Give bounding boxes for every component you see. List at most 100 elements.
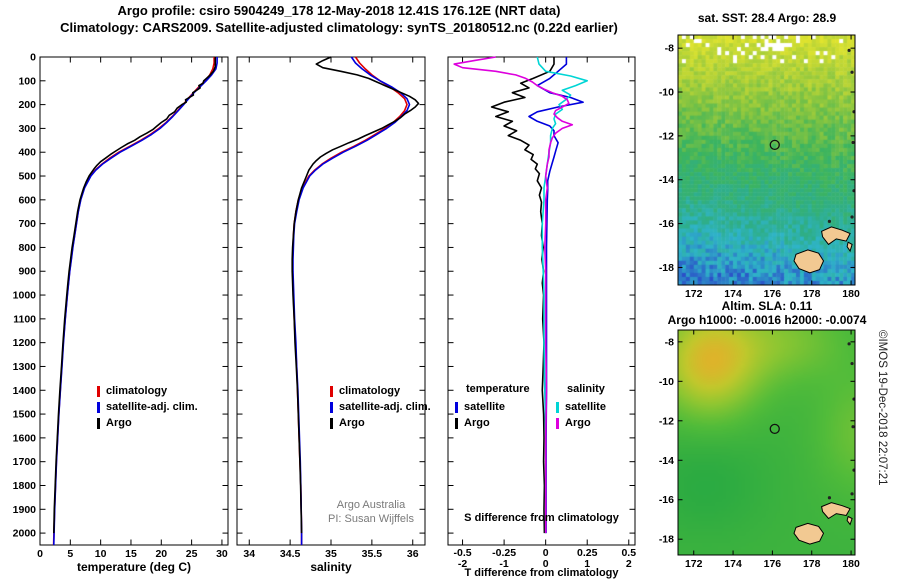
islet [847, 48, 851, 52]
islet [850, 492, 854, 496]
islet [852, 397, 855, 401]
series-satellite-adj.-clim. [292, 56, 411, 545]
svg-text:25: 25 [186, 548, 198, 560]
svg-text:176: 176 [764, 558, 782, 570]
legend-item-s-satellite: satellite [556, 399, 606, 415]
series-climatology [291, 56, 408, 545]
legend-item-t-argo: Argo [455, 415, 530, 431]
svg-text:0: 0 [543, 547, 549, 559]
svg-text:-8: -8 [665, 336, 674, 348]
legend-label: satellite [565, 401, 606, 413]
svg-text:35: 35 [325, 548, 337, 560]
credit-line2: PI: Susan Wijffels [328, 513, 414, 525]
series-t-satellite [528, 57, 584, 534]
islet [850, 361, 854, 366]
t-satellite-line-marker [455, 401, 458, 413]
svg-text:178: 178 [803, 558, 821, 570]
legend-label: satellite [464, 401, 505, 413]
salinity-profile: 34 34.5 35 35.5 36 [236, 56, 426, 560]
svg-text:800: 800 [18, 242, 36, 254]
svg-text:5: 5 [67, 548, 73, 560]
legend-item-satellite-clim: satellite-adj. clim. [97, 399, 198, 415]
salinity-axis-label: salinity [310, 560, 352, 574]
svg-text:180: 180 [842, 558, 860, 570]
t-difference-axis-label: T difference from climatology [464, 567, 619, 579]
islet [847, 342, 851, 346]
temperature-axis-label: temperature (deg C) [76, 560, 192, 574]
islet [852, 189, 855, 193]
sla-map-title-line1: Altim. SLA: 0.11 [721, 299, 813, 313]
svg-text:172: 172 [685, 558, 703, 570]
svg-text:-16: -16 [659, 494, 674, 506]
credit-line1: Argo Australia [336, 499, 406, 511]
argo-position-marker [769, 423, 780, 435]
sla-map-image [678, 330, 855, 555]
temperature-profile: 0 5 10 15 20 25 300100200300400500600700800900… [13, 52, 229, 560]
svg-text:0.25: 0.25 [577, 547, 598, 559]
legend-item-climatology: climatology [97, 383, 198, 399]
figure-title-line1: Argo profile: csiro 5904249_178 12-May-2… [117, 3, 561, 18]
svg-text:1200: 1200 [13, 337, 37, 349]
svg-text:174: 174 [724, 288, 742, 300]
legend-item-climatology: climatology [330, 383, 431, 399]
islet [827, 219, 832, 224]
legend-label: Argo [565, 417, 591, 429]
legend-label: climatology [339, 385, 401, 397]
s-difference-label: S difference from climatology [464, 512, 619, 524]
islet [852, 110, 855, 114]
svg-text:500: 500 [18, 171, 36, 183]
svg-text:700: 700 [18, 218, 36, 230]
svg-text:1300: 1300 [13, 361, 37, 373]
svg-text:900: 900 [18, 266, 36, 278]
svg-text:1000: 1000 [13, 290, 37, 302]
sst-map-image [678, 35, 855, 285]
legend-label: satellite-adj. clim. [106, 401, 198, 413]
legend-item-satellite-clim: satellite-adj. clim. [330, 399, 431, 415]
svg-text:34.5: 34.5 [280, 548, 301, 560]
sla-map-title-line2: Argo h1000: -0.0016 h2000: -0.0074 [667, 313, 867, 327]
legend-label: satellite-adj. clim. [339, 401, 431, 413]
legend-temperature-panel: climatology satellite-adj. clim. Argo [97, 383, 198, 431]
legend-diff-temperature-column: temperature satellite Argo [455, 383, 530, 431]
svg-text:174: 174 [724, 558, 742, 570]
svg-text:0: 0 [37, 548, 43, 560]
legend-header-temperature: temperature [466, 383, 530, 395]
argo-position-marker [769, 139, 780, 151]
svg-text:-12: -12 [659, 415, 674, 427]
svg-text:2: 2 [626, 558, 632, 570]
figure-title-line2: Climatology: CARS2009. Satellite-adjuste… [60, 20, 618, 35]
legend-salinity-panel: climatology satellite-adj. clim. Argo [330, 383, 431, 431]
svg-text:34: 34 [243, 548, 255, 560]
satellite-clim-line-marker [330, 401, 333, 413]
sst-map-title: sat. SST: 28.4 Argo: 28.9 [697, 11, 837, 25]
island-viti-levu [793, 249, 825, 274]
svg-text:400: 400 [18, 147, 36, 159]
legend-item-argo: Argo [97, 415, 198, 431]
svg-text:1100: 1100 [13, 313, 36, 325]
legend-diff-salinity-column: salinity satellite Argo [556, 383, 606, 431]
svg-text:-0.5: -0.5 [453, 547, 471, 559]
svg-text:2000: 2000 [13, 528, 37, 540]
svg-text:-18: -18 [659, 534, 674, 546]
svg-text:1600: 1600 [13, 432, 37, 444]
difference-profile: -0.5 -0.25 0 0.25 0.5 -2 -1 0 1 2 [447, 56, 636, 570]
svg-text:-10: -10 [659, 87, 674, 99]
svg-text:0: 0 [30, 52, 36, 64]
svg-text:-2: -2 [458, 558, 467, 570]
svg-text:1500: 1500 [13, 409, 37, 421]
argo-line-marker [97, 417, 100, 429]
svg-text:180: 180 [842, 288, 860, 300]
svg-text:100: 100 [18, 75, 36, 87]
svg-text:1700: 1700 [13, 456, 37, 468]
s-argo-line-marker [556, 417, 559, 429]
legend-item-s-argo: Argo [556, 415, 606, 431]
svg-text:-14: -14 [659, 174, 674, 186]
svg-text:0: 0 [543, 558, 549, 570]
series-climatology [52, 57, 215, 546]
svg-text:15: 15 [125, 548, 137, 560]
svg-text:-8: -8 [665, 43, 674, 55]
sla-map: 172 174 176 178 180 -8 -10 -12 -14 -16 -18 [659, 329, 860, 570]
series-satellite-adj.-clim. [53, 57, 218, 546]
